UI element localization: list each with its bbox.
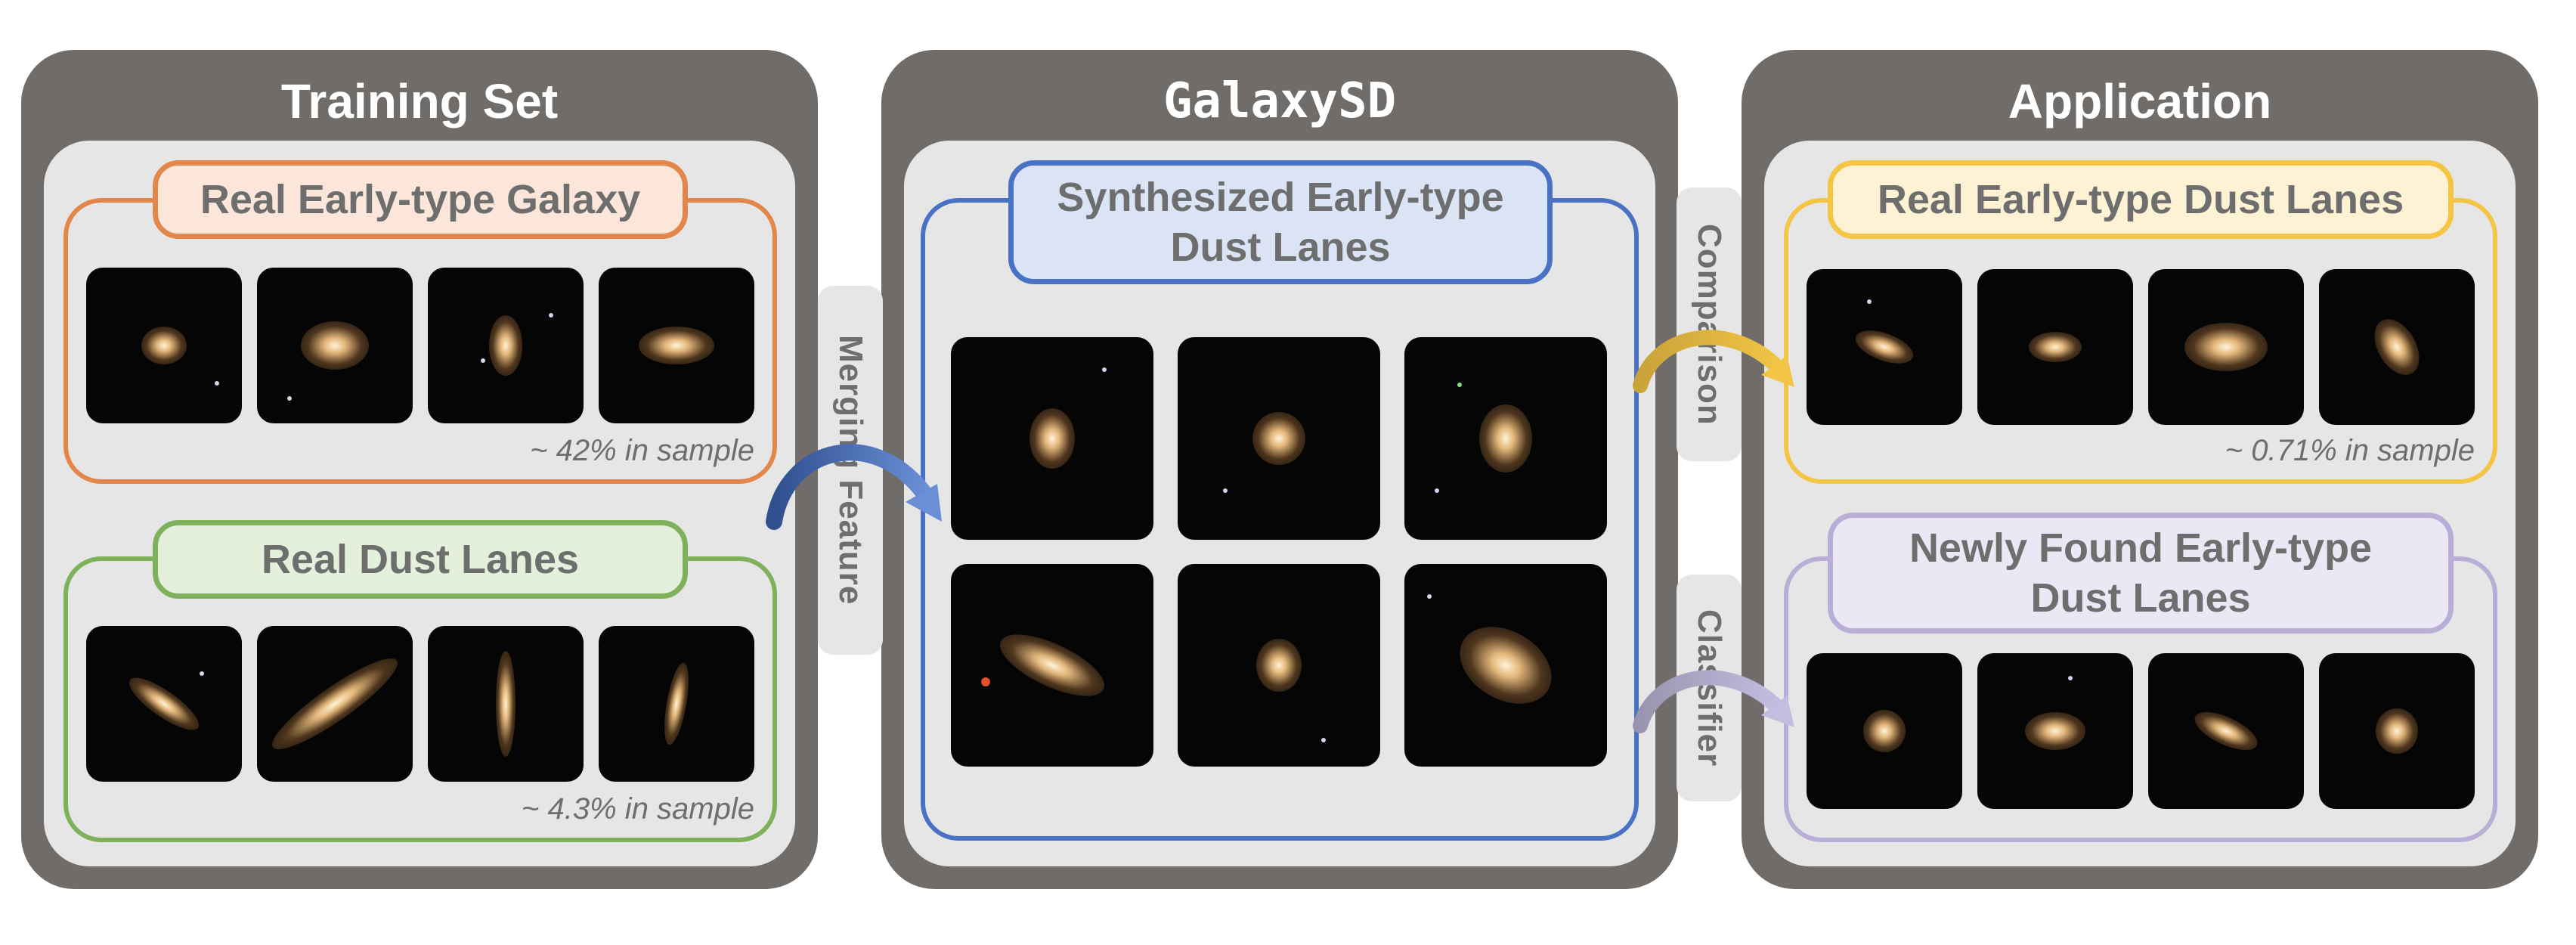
real-early-type-note: ~ 42% in sample bbox=[530, 434, 754, 467]
real-early-type-label-text: Real Early-type Galaxy bbox=[200, 177, 641, 222]
training-set-panel: Training Set Real Early-type Galaxy ~ 42… bbox=[21, 50, 818, 889]
galaxy-thumbnail bbox=[1977, 269, 2133, 425]
galaxy-thumbnail bbox=[257, 268, 413, 423]
real-early-dust-note: ~ 0.71% in sample bbox=[2225, 434, 2475, 467]
merging-feature-label: Merging Feature bbox=[832, 335, 869, 606]
galaxy-thumbnail bbox=[1178, 564, 1380, 767]
real-dust-lanes-label-text: Real Dust Lanes bbox=[261, 537, 580, 582]
newly-found-label-line1: Newly Found Early-type bbox=[1909, 525, 2373, 571]
galaxy-thumbnail bbox=[599, 268, 754, 423]
galaxy-thumbnail bbox=[428, 268, 584, 423]
classifier-label: Classifier bbox=[1691, 609, 1728, 767]
galaxy-thumbnail bbox=[2319, 269, 2475, 425]
galaxysd-panel: GalaxySD Synthesized Early-type Dust Lan… bbox=[881, 50, 1678, 889]
real-dust-lanes-note: ~ 4.3% in sample bbox=[522, 792, 754, 826]
classifier-tab: Classifier bbox=[1677, 575, 1742, 801]
galaxy-thumbnail bbox=[599, 626, 754, 782]
comparison-label: Comparison bbox=[1691, 223, 1728, 426]
synthesized-label: Synthesized Early-type Dust Lanes bbox=[1008, 160, 1553, 284]
training-set-title: Training Set bbox=[280, 74, 559, 129]
real-early-type-label: Real Early-type Galaxy bbox=[153, 160, 688, 239]
comparison-arrow bbox=[1633, 330, 1794, 393]
application-panel: Application Real Early-type Dust Lanes ~… bbox=[1742, 50, 2538, 889]
application-title: Application bbox=[2008, 74, 2272, 129]
real-early-dust-label: Real Early-type Dust Lanes bbox=[1828, 160, 2454, 239]
galaxy-thumbnail bbox=[1807, 269, 1962, 425]
galaxy-thumbnail bbox=[86, 268, 242, 423]
galaxy-thumbnail bbox=[257, 626, 413, 782]
galaxy-thumbnail bbox=[2148, 269, 2304, 425]
synthesized-label-line2: Dust Lanes bbox=[1170, 225, 1391, 270]
galaxy-thumbnail bbox=[1977, 653, 2133, 809]
real-dust-lanes-label: Real Dust Lanes bbox=[153, 520, 688, 599]
galaxy-thumbnail bbox=[1178, 337, 1380, 540]
real-early-dust-label-text: Real Early-type Dust Lanes bbox=[1877, 177, 2404, 222]
galaxy-thumbnail bbox=[951, 564, 1153, 767]
galaxy-thumbnail bbox=[951, 337, 1153, 540]
merging-feature-tab: Merging Feature bbox=[818, 286, 883, 655]
galaxy-thumbnail bbox=[1404, 337, 1607, 540]
galaxy-thumbnail bbox=[1807, 653, 1962, 809]
synthesized-label-line1: Synthesized Early-type bbox=[1057, 175, 1504, 220]
newly-found-label-line2: Dust Lanes bbox=[2030, 575, 2251, 621]
galaxy-thumbnail bbox=[86, 626, 242, 782]
comparison-tab: Comparison bbox=[1677, 187, 1742, 461]
galaxy-thumbnail bbox=[428, 626, 584, 782]
newly-found-label: Newly Found Early-type Dust Lanes bbox=[1828, 513, 2454, 634]
galaxy-thumbnail bbox=[1404, 564, 1607, 767]
galaxysd-title: GalaxySD bbox=[1163, 73, 1397, 129]
merging-feature-arrow bbox=[766, 444, 942, 530]
galaxy-thumbnail bbox=[2319, 653, 2475, 809]
galaxy-thumbnail bbox=[2148, 653, 2304, 809]
classifier-arrow bbox=[1633, 670, 1794, 733]
